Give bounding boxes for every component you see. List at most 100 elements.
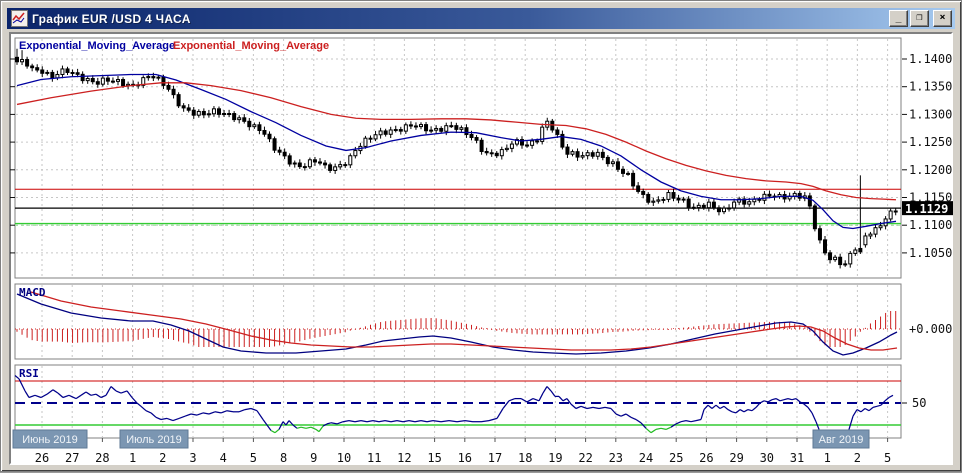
- candle: [388, 129, 393, 135]
- candle: [151, 76, 156, 79]
- candle: [156, 76, 161, 79]
- candle: [873, 227, 878, 235]
- ema-slow-label: Exponential_Moving_Average: [173, 40, 329, 52]
- candle: [348, 155, 353, 166]
- price-tick-label: 1.1150: [909, 191, 952, 205]
- price-tick-label: 1.1400: [909, 52, 952, 66]
- candle: [484, 150, 489, 154]
- candle: [666, 192, 671, 200]
- candle: [838, 256, 843, 266]
- candle: [469, 134, 474, 139]
- candle: [338, 164, 343, 168]
- candle: [494, 152, 499, 157]
- candle: [828, 252, 833, 261]
- date-tick-label: 18: [518, 451, 532, 465]
- candle: [312, 159, 317, 163]
- candle: [20, 59, 25, 63]
- candle: [449, 125, 454, 128]
- candle: [176, 94, 181, 107]
- candle: [297, 162, 302, 168]
- rsi-mid-value: 50: [912, 396, 926, 410]
- candle: [696, 204, 701, 209]
- macd-histogram: [16, 311, 897, 347]
- candle: [848, 252, 853, 265]
- candle: [80, 73, 85, 82]
- candle: [600, 151, 605, 158]
- candle: [555, 129, 560, 135]
- candle: [75, 72, 80, 75]
- candle: [65, 68, 70, 73]
- date-tick-label: 24: [639, 451, 653, 465]
- date-tick-label: 5: [250, 451, 257, 465]
- candle: [287, 155, 292, 165]
- candle: [181, 105, 186, 109]
- candle: [70, 71, 75, 74]
- date-tick-label: 9: [310, 451, 317, 465]
- candle: [247, 120, 252, 128]
- candle: [171, 88, 176, 96]
- ema-fast-line: [16, 73, 897, 230]
- candle: [95, 81, 100, 85]
- candle: [681, 198, 686, 201]
- candle: [853, 249, 858, 254]
- candle: [398, 129, 403, 132]
- candle: [656, 199, 661, 202]
- candle: [146, 76, 151, 79]
- date-tick-label: 16: [458, 451, 472, 465]
- current-price-badge: 1.1129: [902, 201, 953, 216]
- candle: [823, 239, 827, 254]
- date-tick-label: 1: [824, 451, 831, 465]
- candle: [292, 162, 297, 165]
- minimize-button[interactable]: _: [889, 10, 908, 27]
- candle: [318, 161, 322, 164]
- candle: [272, 138, 277, 151]
- app-chart-icon: [11, 10, 28, 27]
- candle: [499, 149, 504, 157]
- candle: [631, 172, 636, 187]
- candle: [323, 162, 328, 166]
- candle: [277, 149, 282, 153]
- candle: [646, 193, 651, 203]
- price-tick-label: 1.1250: [909, 135, 952, 149]
- candle: [30, 65, 35, 69]
- candle: [454, 125, 459, 130]
- candles-layer: [15, 48, 898, 269]
- candle: [242, 117, 247, 122]
- candle: [833, 256, 838, 261]
- date-tick-label: 1: [129, 451, 136, 465]
- candle: [237, 117, 242, 121]
- candle: [580, 155, 585, 158]
- candle: [211, 108, 216, 115]
- candle: [747, 201, 752, 205]
- candle: [706, 201, 711, 209]
- maximize-button[interactable]: ❒: [910, 10, 929, 27]
- candle: [671, 192, 676, 199]
- date-tick-label: 3: [189, 451, 196, 465]
- candle: [686, 198, 691, 208]
- candle: [267, 133, 272, 140]
- candle: [110, 80, 115, 83]
- date-tick-label: 17: [488, 451, 502, 465]
- date-tick-label: 25: [669, 451, 683, 465]
- candle: [191, 109, 196, 116]
- candle: [843, 263, 848, 266]
- candle: [307, 159, 312, 168]
- candle: [40, 69, 45, 74]
- candle: [35, 67, 40, 71]
- candle: [767, 193, 772, 197]
- candle: [716, 207, 721, 213]
- candle: [540, 126, 545, 142]
- title-bar[interactable]: График EUR /USD 4 ЧАСА _ ❒ ×: [7, 8, 955, 29]
- candle: [807, 195, 812, 207]
- candle: [227, 113, 232, 116]
- svg-text:Июнь 2019: Июнь 2019: [22, 434, 78, 446]
- candle: [570, 151, 575, 155]
- date-tick-label: 2: [159, 451, 166, 465]
- date-tick-label: 26: [699, 451, 713, 465]
- candle: [378, 130, 383, 136]
- candle: [252, 124, 257, 128]
- candle: [812, 205, 817, 230]
- month-label: Июль 2019: [119, 429, 189, 449]
- candle: [368, 137, 373, 140]
- close-button[interactable]: ×: [933, 10, 952, 27]
